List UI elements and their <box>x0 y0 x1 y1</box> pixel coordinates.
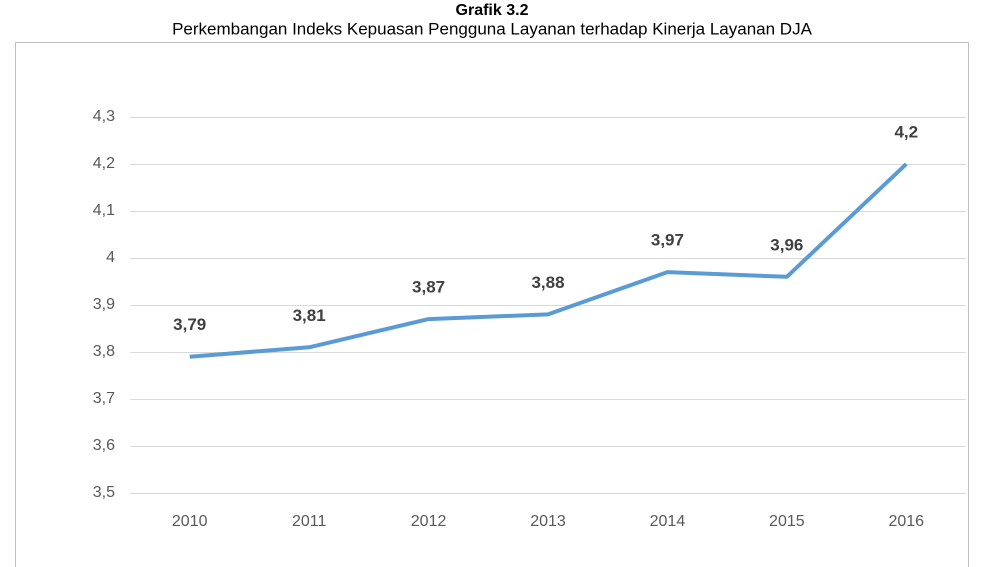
y-tick-label: 4,1 <box>93 202 115 219</box>
y-tick-label: 3,6 <box>93 437 115 454</box>
y-tick-label: 4,2 <box>93 155 115 172</box>
data-label: 3,87 <box>412 278 445 297</box>
y-tick-label: 3,8 <box>93 343 115 360</box>
y-tick-label: 3,7 <box>93 390 115 407</box>
x-tick-label: 2014 <box>650 513 686 530</box>
series-line <box>189 162 908 359</box>
x-tick-label: 2010 <box>172 513 208 530</box>
data-label: 4,2 <box>894 122 918 141</box>
chart-title: Grafik 3.2 <box>456 2 529 19</box>
x-tick-label: 2013 <box>530 513 566 530</box>
y-tick-label: 4,3 <box>93 108 115 125</box>
x-tick-label: 2012 <box>411 513 447 530</box>
chart-subtitle: Perkembangan Indeks Kepuasan Pengguna La… <box>172 19 813 38</box>
y-tick-label: 3,9 <box>93 296 115 313</box>
x-tick-label: 2015 <box>769 513 805 530</box>
data-label: 3,96 <box>770 235 803 254</box>
x-tick-label: 2011 <box>292 513 327 530</box>
chart-border <box>15 42 969 567</box>
y-tick-label: 4 <box>106 249 115 266</box>
data-label: 3,97 <box>651 231 684 250</box>
x-tick-label: 2016 <box>888 513 924 530</box>
data-label: 3,79 <box>173 315 206 334</box>
data-label: 3,88 <box>531 273 564 292</box>
data-label: 3,81 <box>293 306 326 325</box>
y-tick-label: 3,5 <box>93 484 115 501</box>
